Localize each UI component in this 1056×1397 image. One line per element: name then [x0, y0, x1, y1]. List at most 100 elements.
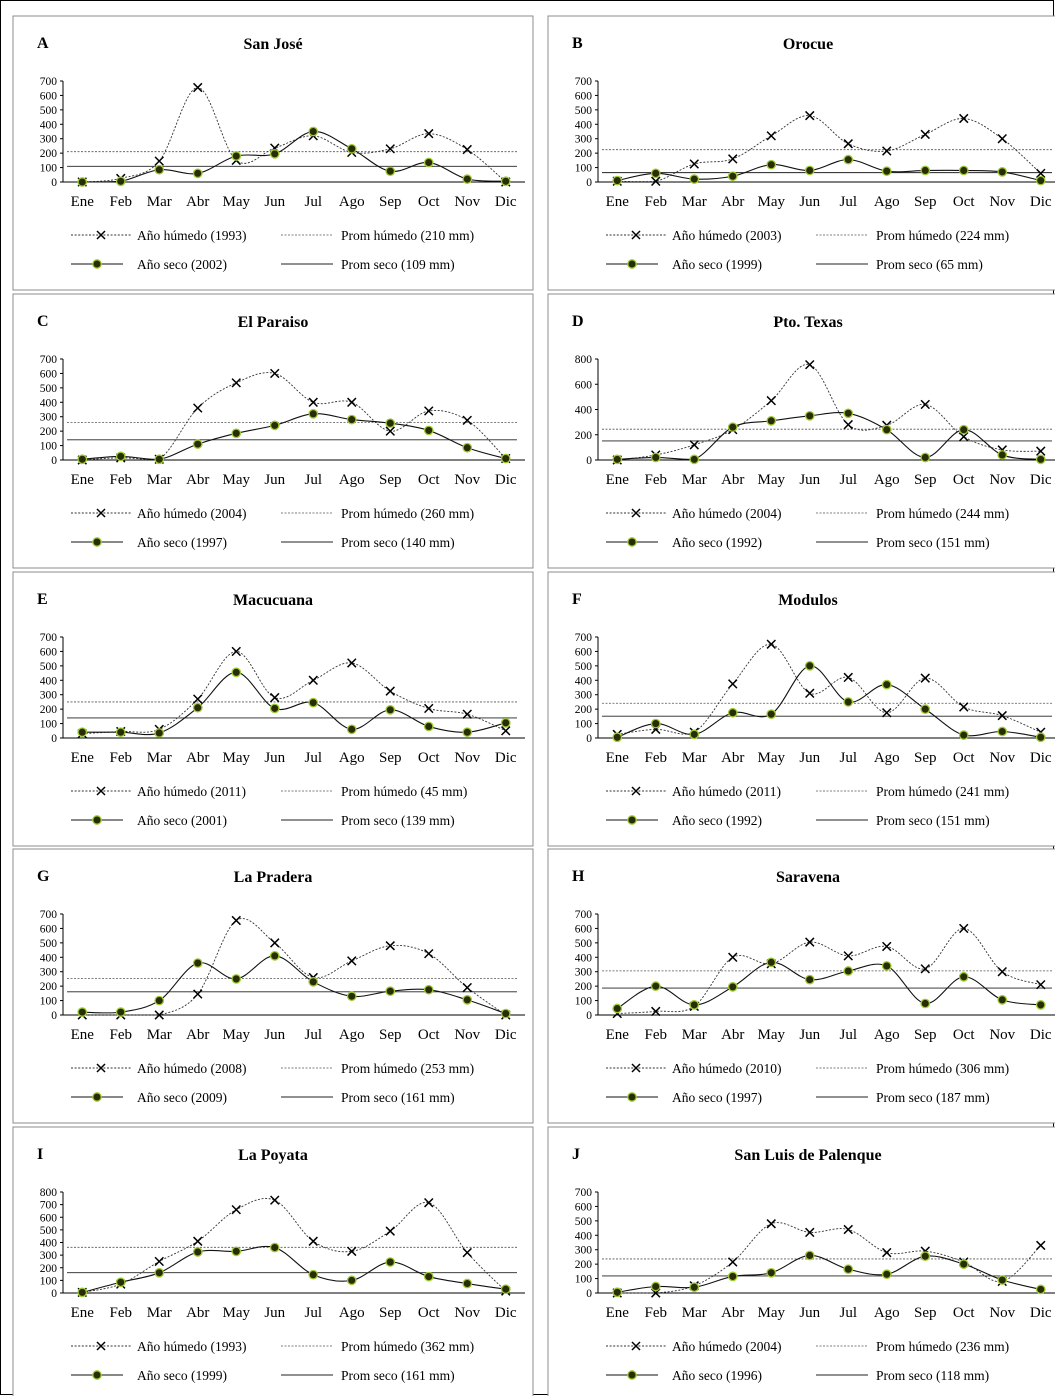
x-tick-label: Oct	[418, 1027, 440, 1043]
dry-point	[500, 176, 511, 187]
dry-point	[766, 709, 777, 720]
wet-point	[270, 938, 280, 948]
dry-point	[997, 167, 1008, 177]
y-tick-label: 600	[40, 90, 58, 102]
wet-point	[920, 399, 930, 410]
wet-point	[193, 403, 203, 413]
legend-dry-mean-label: Prom seco (65 mm)	[876, 257, 983, 272]
panel-g: G La Pradera 0 100 200 300 400 500 600 700 Ene Feb M…	[12, 848, 534, 1124]
y-tick-label: 400	[575, 952, 593, 964]
y-tick-label: 200	[40, 148, 58, 160]
x-tick-label: Nov	[454, 1027, 480, 1043]
wet-point	[231, 378, 241, 388]
panel-b: B Orocue 0 100 200 300 400 500 600 700 Ene Feb Mar Ab…	[547, 15, 1055, 291]
y-tick-label: 400	[40, 1238, 58, 1250]
y-tick-label: 700	[40, 76, 58, 88]
x-tick-label: Mar	[682, 750, 707, 766]
dry-point	[650, 1281, 661, 1292]
panel-frame	[12, 571, 534, 847]
x-tick-label: Ago	[339, 1027, 365, 1043]
dry-point	[920, 452, 931, 463]
wet-point	[1036, 1240, 1046, 1251]
wet-point	[231, 646, 241, 657]
x-tick-label: Nov	[454, 1305, 480, 1321]
dry-point	[958, 165, 969, 176]
dry-point	[1035, 175, 1046, 186]
y-tick-label: 400	[40, 119, 58, 131]
x-tick-label: Nov	[989, 472, 1015, 488]
x-tick-label: Jul	[839, 194, 857, 210]
y-tick-label: 600	[40, 368, 58, 380]
panel-title: La Poyata	[238, 1147, 308, 1164]
wet-point	[728, 154, 738, 164]
x-tick-label: May	[758, 194, 786, 210]
legend-dry-label: Año seco (2002)	[137, 257, 227, 272]
dry-point	[385, 705, 396, 715]
panel-e: E Macucuana 0 100 200 300 400 500 600 700 Ene Feb Ma…	[12, 571, 534, 847]
dry-point	[269, 950, 280, 961]
y-tick-label: 400	[575, 1230, 593, 1242]
x-tick-label: Ago	[874, 194, 900, 210]
x-tick-label: Jun	[264, 750, 285, 766]
legend-dry-marker	[627, 537, 637, 547]
wet-point	[193, 694, 203, 704]
wet-point	[270, 1195, 280, 1205]
legend-wet-label: Año húmedo (2010)	[672, 1061, 781, 1076]
y-tick-label: 300	[575, 1245, 593, 1257]
panel-f: F Modulos 0 100 200 300 400 500 600 700 Ene Feb Mar A…	[547, 571, 1055, 847]
panel-h: H Saravena 0 100 200 300 400 500 600 700 Ene Feb Mar…	[547, 848, 1055, 1124]
panel-title: Macucuana	[233, 592, 313, 609]
legend-wet-marker	[631, 230, 641, 240]
x-tick-label: Feb	[110, 472, 133, 488]
x-tick-label: Feb	[645, 750, 668, 766]
dry-point	[997, 994, 1008, 1005]
y-tick-label: 0	[51, 177, 57, 189]
x-tick-label: Ene	[606, 750, 630, 766]
y-tick-label: 0	[51, 455, 57, 467]
dry-point	[727, 982, 738, 992]
x-tick-label: Jun	[264, 1027, 285, 1043]
x-tick-label: May	[223, 750, 251, 766]
y-tick-label: 0	[586, 455, 592, 467]
wet-point	[766, 131, 776, 141]
x-tick-label: Sep	[914, 1027, 937, 1043]
legend-wet-marker	[96, 230, 106, 240]
dry-point	[154, 728, 165, 738]
dry-point	[423, 1271, 434, 1282]
wet-series-line	[82, 87, 507, 183]
x-tick-label: Sep	[914, 1305, 937, 1321]
y-tick-label: 500	[575, 105, 593, 117]
dry-point	[843, 697, 854, 707]
legend-dry-mean-label: Prom seco (187 mm)	[876, 1090, 990, 1105]
dry-point	[804, 974, 815, 985]
dry-point	[500, 453, 511, 464]
x-tick-label: Ene	[606, 1027, 630, 1043]
dry-point	[346, 143, 357, 154]
wet-point	[193, 82, 203, 93]
y-tick-label: 500	[575, 1216, 593, 1228]
dry-point	[154, 164, 165, 175]
legend-wet-marker	[631, 1341, 641, 1351]
x-tick-label: Feb	[645, 194, 668, 210]
wet-point	[347, 956, 357, 966]
y-tick-label: 400	[40, 397, 58, 409]
dry-point	[612, 732, 623, 743]
wet-point	[920, 964, 930, 974]
y-tick-label: 700	[40, 632, 58, 644]
x-tick-label: Jul	[304, 1305, 322, 1321]
wet-point	[308, 1236, 318, 1246]
dry-point	[958, 971, 969, 982]
dry-point	[612, 1003, 623, 1014]
wet-point	[805, 688, 815, 699]
legend-dry-marker	[627, 1092, 637, 1102]
x-tick-label: Sep	[914, 472, 937, 488]
panel-frame	[12, 293, 534, 569]
dry-point	[881, 166, 892, 177]
dry-point	[612, 1287, 623, 1298]
y-tick-label: 100	[40, 996, 58, 1008]
x-tick-label: Mar	[147, 194, 172, 210]
panel-c: C El Paraiso 0 100 200 300 400 500 600 700 Ene Feb M…	[12, 293, 534, 569]
wet-point	[154, 156, 164, 166]
